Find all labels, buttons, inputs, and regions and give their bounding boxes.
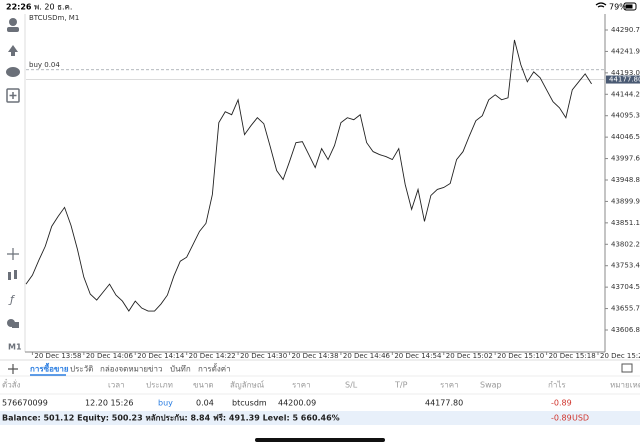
column-header: ตั๋วสั่ง <box>2 378 21 389</box>
x-tick-label: 20 Dec 15:26 <box>600 352 640 360</box>
footer-currency: USD <box>572 414 589 423</box>
add-button[interactable] <box>8 364 18 374</box>
timeframe[interactable]: M1 <box>8 343 22 352</box>
crosshair-icon[interactable] <box>7 248 19 260</box>
y-tick-label: 43997.65 <box>611 155 640 163</box>
y-tick-label: 44241.90 <box>611 47 640 55</box>
column-header: T/P <box>394 381 408 390</box>
y-tick-label: 43851.10 <box>611 219 640 227</box>
price-line <box>25 39 592 312</box>
table-cell: buy <box>158 399 173 408</box>
tab[interactable]: การซื้อขาย <box>30 363 69 374</box>
y-tick-label: 44290.75 <box>611 26 640 34</box>
y-tick-label: 44046.50 <box>611 133 640 141</box>
column-header: กำไร <box>548 381 566 390</box>
home-indicator <box>255 438 385 442</box>
indicator-icon[interactable] <box>8 272 11 280</box>
trade-icon[interactable] <box>8 45 18 56</box>
x-tick-label: 20 Dec 14:22 <box>189 352 236 360</box>
objects-icon-square <box>12 322 19 328</box>
column-header: หมายเหตุ <box>610 381 640 390</box>
tab[interactable]: ข่าว <box>148 365 162 374</box>
table-cell: 0.04 <box>196 399 214 408</box>
account-summary: Balance: 501.12 Equity: 500.23 หลักประกั… <box>2 413 340 423</box>
tab[interactable]: บันทึก <box>170 365 191 374</box>
tab[interactable]: การตั้งค่า <box>198 363 231 374</box>
y-tick-label: 43704.55 <box>611 283 640 291</box>
footer-bar <box>0 411 640 425</box>
column-header: S/L <box>345 381 358 390</box>
column-header: เวลา <box>108 381 125 390</box>
table-cell: 12.20 15:26 <box>85 399 134 408</box>
column-header: ราคา <box>292 381 311 390</box>
x-tick-label: 20 Dec 15:10 <box>497 352 544 360</box>
y-tick-label: 43753.40 <box>611 262 640 270</box>
current-price-label: 44177.80 <box>609 76 640 84</box>
y-tick-label: 44193.05 <box>611 69 640 77</box>
y-tick-label: 43899.95 <box>611 197 640 205</box>
y-tick-label: 44095.35 <box>611 112 640 120</box>
new-order-icon[interactable] <box>6 88 20 103</box>
table-cell: 44200.09 <box>278 399 316 408</box>
x-tick-label: 20 Dec 14:46 <box>343 352 391 360</box>
x-tick-label: 20 Dec 14:54 <box>394 352 442 360</box>
trade-panel: การซื้อขาย ประวัติ กล่องจดหมาย ข่าว บันทึก กา… <box>2 363 640 408</box>
column-header: Swap <box>480 381 502 390</box>
y-tick-label: 43655.70 <box>611 305 640 313</box>
indicator-icon-bar <box>14 270 17 279</box>
plus-sign <box>9 92 17 99</box>
status-battery: 79% <box>609 3 627 12</box>
y-tick-label: 43606.85 <box>611 326 640 334</box>
column-header: ขนาด <box>193 381 214 390</box>
status-date: พ. 20 ธ.ค. <box>34 3 72 12</box>
table-cell: btcusdm <box>232 399 267 408</box>
chart-title: BTCUSDm, M1 <box>29 14 79 22</box>
tab[interactable]: ประวัติ <box>70 365 93 374</box>
chart: 44290.75 44241.90 44193.05 44144.20 44095.35… <box>25 26 640 360</box>
toolbar: ƒ <box>6 18 20 328</box>
x-tick-label: 20 Dec 14:30 <box>240 352 287 360</box>
battery-icon <box>623 2 637 11</box>
column-header: ราคา <box>440 381 459 390</box>
account-icon[interactable] <box>9 18 17 26</box>
x-tick-label: 20 Dec 14:14 <box>137 352 185 360</box>
column-header: ประเภท <box>146 381 173 390</box>
footer-profit: -0.89 <box>551 414 572 423</box>
tab[interactable]: กล่องจดหมาย <box>100 365 148 374</box>
x-tick-label: 20 Dec 15:18 <box>549 352 596 360</box>
battery-level <box>625 4 633 9</box>
y-tick-label: 43948.80 <box>611 176 640 184</box>
x-tick-label: 20 Dec 15:02 <box>446 352 493 360</box>
column-header: สัญลักษณ์ <box>230 380 265 390</box>
table-cell: 44177.80 <box>425 399 463 408</box>
chat-icon[interactable] <box>6 67 20 77</box>
x-tick-label: 20 Dec 14:38 <box>292 352 339 360</box>
table-cell: 576670099 <box>2 399 48 408</box>
function-icon[interactable]: ƒ <box>8 293 16 306</box>
table-cell: -0.89 <box>551 399 572 408</box>
y-tick-label: 43802.25 <box>611 240 640 248</box>
panel-toggle[interactable] <box>621 363 633 373</box>
x-tick-label: 20 Dec 13:58 <box>34 352 81 360</box>
current-price-box <box>606 75 640 84</box>
status-time: 22:26 <box>6 3 32 12</box>
x-tick-label: 20 Dec 14:06 <box>86 352 134 360</box>
wifi-icon <box>595 2 607 8</box>
account-icon-body <box>7 27 19 32</box>
position-label: buy 0.04 <box>29 61 60 69</box>
y-tick-label: 44144.20 <box>611 90 640 98</box>
